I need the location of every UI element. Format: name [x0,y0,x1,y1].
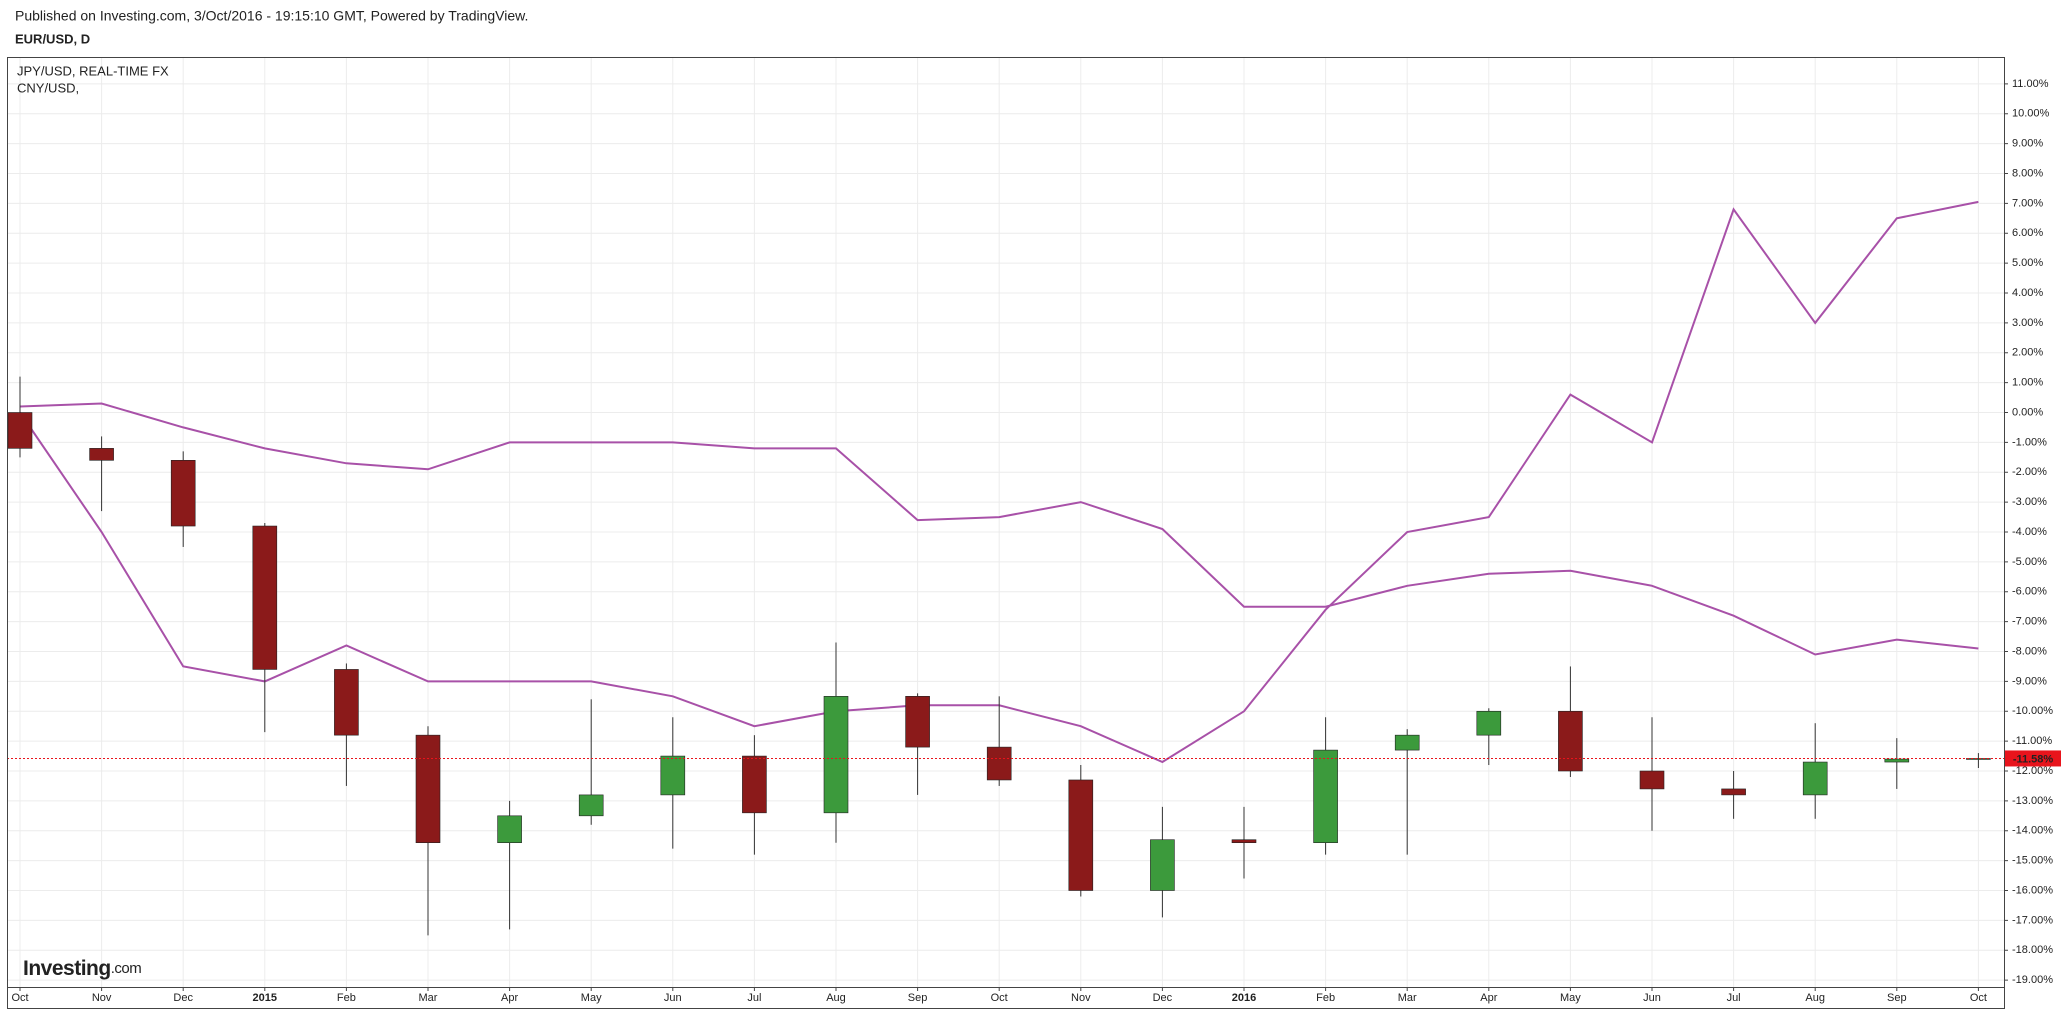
candle-body [497,815,522,844]
y-tick-label: -10.00% [2012,705,2053,717]
y-tick-label: -3.00% [2012,496,2047,508]
y-tick-label: -16.00% [2012,884,2053,896]
y-tick-label: -5.00% [2012,556,2047,568]
y-tick-label: 9.00% [2012,138,2043,150]
candle-body [1639,770,1665,790]
x-tick-label: Nov [1071,992,1091,1004]
y-tick-label: -4.00% [2012,526,2047,538]
candle-body [905,696,930,748]
y-tick-label: -15.00% [2012,855,2053,867]
y-tick-label: -17.00% [2012,914,2053,926]
x-tick-label: Oct [991,992,1008,1004]
x-tick-label: Apr [1480,992,1497,1004]
y-tick-label: 11.00% [2012,78,2049,90]
published-note: Published on Investing.com, 3/Oct/2016 -… [15,8,528,24]
last-price-label: -11.58% [2013,753,2054,765]
x-tick-label: Feb [1316,992,1335,1004]
y-tick-label: -9.00% [2012,675,2047,687]
candle-body [1150,839,1175,891]
x-tick-label: Oct [11,992,28,1004]
legend-entry: JPY/USD, REAL-TIME FX [17,63,169,78]
y-tick-label: -11.00% [2012,735,2052,747]
x-tick-label: Feb [337,992,356,1004]
x-tick-label: 2016 [1232,992,1256,1004]
y-tick-label: 6.00% [2012,227,2043,239]
candle-body [1068,779,1094,891]
x-tick-label: Jun [664,992,682,1004]
x-tick-label: Dec [1153,992,1173,1004]
plot-area [8,58,2004,987]
legend-entry: CNY/USD, [17,80,79,95]
x-tick-label: Apr [501,992,518,1004]
y-tick-label: -7.00% [2012,616,2047,628]
candle-body [1721,788,1746,796]
y-tick-label: 2.00% [2012,347,2043,359]
candle-body [1884,758,1910,763]
candle-body [1802,761,1828,796]
candle-body [1558,710,1583,772]
candle-body [89,448,114,461]
candle-body [823,696,849,814]
x-tick-label: Mar [1398,992,1417,1004]
candle-body [252,525,278,670]
y-tick-label: -13.00% [2012,795,2053,807]
x-tick-label: May [581,992,602,1004]
candle-body [1313,749,1338,844]
x-tick-label: Dec [173,992,193,1004]
last-price-badge [2005,750,2061,767]
candle-body [415,734,441,844]
y-tick-label: -12.00% [2012,765,2053,777]
x-tick-label: Nov [92,992,112,1004]
x-tick-label: Mar [419,992,438,1004]
candle-body [1231,839,1257,844]
y-tick-label: 5.00% [2012,257,2043,269]
chart-frame [7,57,2005,1009]
candle-body [170,460,196,527]
x-tick-label: May [1560,992,1581,1004]
x-tick-label: Aug [1805,992,1825,1004]
logo-main: Investing [23,957,111,980]
x-tick-label: Aug [826,992,846,1004]
x-tick-label: Oct [1970,992,1987,1004]
candle-body [8,412,33,449]
candle-body [660,755,686,796]
logo-suffix: .com [111,960,142,977]
x-tick-label: Jul [1727,992,1741,1004]
candle-body [986,746,1012,781]
x-tick-label: Sep [908,992,928,1004]
candle-body [578,794,604,817]
candle-body [1966,758,1991,760]
candle-body [1476,710,1502,736]
logo: Investing.com [23,957,141,980]
x-tick-label: Jun [1643,992,1661,1004]
y-tick-label: -18.00% [2012,944,2053,956]
x-tick-label: Jul [747,992,761,1004]
chart-title: EUR/USD, D [15,31,90,46]
y-tick-label: -1.00% [2012,436,2047,448]
candle-body [1394,734,1420,751]
y-tick-label: 4.00% [2012,287,2043,299]
y-tick-label: 3.00% [2012,317,2043,329]
y-tick-label: 0.00% [2012,406,2043,418]
y-tick-label: 7.00% [2012,197,2043,209]
y-tick-label: -6.00% [2012,586,2047,598]
line-series [19,402,1979,656]
candle-body [742,755,767,814]
y-tick-label: 8.00% [2012,167,2043,179]
y-tick-label: -8.00% [2012,645,2047,657]
y-tick-label: -2.00% [2012,466,2047,478]
x-tick-label: Sep [1887,992,1907,1004]
y-tick-label: -19.00% [2012,974,2053,986]
x-tick-label: 2015 [253,992,277,1004]
candle-body [334,669,359,736]
y-tick-label: -14.00% [2012,825,2053,837]
y-tick-label: 1.00% [2012,377,2043,389]
y-tick-label: 10.00% [2012,108,2050,120]
